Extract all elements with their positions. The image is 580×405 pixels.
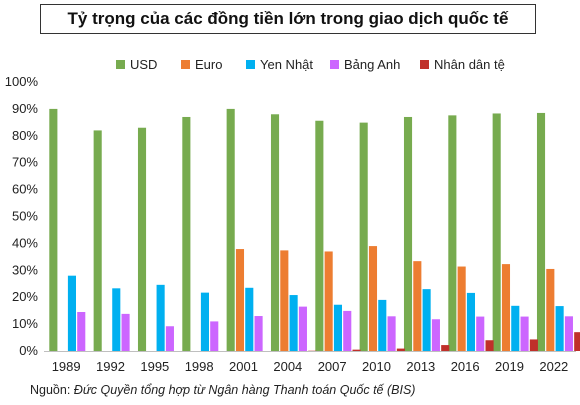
bar-usd-2019: [492, 113, 501, 351]
bar-euro-2013: [413, 261, 422, 351]
y-tick-label: 70%: [12, 155, 38, 170]
y-tick-label: 60%: [12, 182, 38, 197]
source-text: Đức Quyền tổng hợp từ Ngân hàng Thanh to…: [73, 383, 416, 397]
x-tick-label: 1995: [140, 359, 169, 374]
y-tick-label: 90%: [12, 101, 38, 116]
x-tick-label: 2001: [229, 359, 258, 374]
bar-bảng-anh-1998: [210, 321, 219, 351]
bar-euro-2004: [280, 250, 289, 351]
x-tick-label: 1989: [52, 359, 81, 374]
bar-usd-1995: [137, 127, 147, 351]
bar-euro-2022: [546, 268, 555, 351]
x-tick-label: 2019: [495, 359, 524, 374]
x-tick-label: 2022: [539, 359, 568, 374]
bar-bảng-anh-1989: [77, 312, 86, 351]
legend-swatch: [246, 60, 255, 69]
x-tick-label: 2010: [362, 359, 391, 374]
bar-nhân-dân-tệ-2019: [529, 339, 538, 351]
bar-yen-nhật-1992: [112, 288, 121, 351]
x-tick-label: 1992: [96, 359, 125, 374]
legend-label: USD: [130, 57, 157, 72]
y-tick-label: 10%: [12, 316, 38, 331]
y-tick-label: 0%: [19, 343, 38, 358]
bar-yen-nhật-2022: [555, 306, 564, 351]
bar-yen-nhật-2007: [333, 304, 342, 351]
bar-yen-nhật-1995: [156, 284, 165, 351]
legend-swatch: [330, 60, 339, 69]
y-tick-label: 80%: [12, 128, 38, 143]
bar-usd-2010: [359, 122, 368, 352]
bar-bảng-anh-2013: [431, 319, 440, 351]
bar-bảng-anh-1995: [165, 326, 174, 351]
y-tick-label: 30%: [12, 262, 38, 277]
bar-nhân-dân-tệ-2022: [574, 332, 580, 351]
legend-swatch: [116, 60, 125, 69]
bar-yen-nhật-1989: [67, 275, 76, 351]
bar-bảng-anh-2010: [387, 316, 396, 351]
legend-label: Bảng Anh: [344, 57, 400, 72]
bar-euro-2007: [324, 251, 333, 351]
bar-nhân-dân-tệ-2016: [485, 340, 494, 351]
bar-usd-1989: [49, 108, 58, 352]
y-tick-label: 100%: [5, 74, 39, 89]
legend-label: Euro: [195, 57, 222, 72]
bar-bảng-anh-2016: [476, 316, 485, 351]
bar-nhân-dân-tệ-2010: [396, 348, 405, 351]
bar-bảng-anh-1992: [121, 313, 130, 351]
bar-nhân-dân-tệ-2007: [352, 349, 361, 351]
bar-bảng-anh-2019: [520, 316, 529, 351]
legend-swatch: [181, 60, 190, 69]
bar-usd-2001: [226, 108, 235, 352]
legend-label: Yen Nhật: [260, 57, 313, 72]
bar-usd-1992: [93, 130, 102, 351]
x-tick-label: 2013: [406, 359, 435, 374]
y-tick-label: 50%: [12, 209, 38, 224]
y-tick-label: 20%: [12, 289, 38, 304]
source-label: Nguồn:: [30, 383, 71, 397]
x-tick-label: 2004: [273, 359, 302, 374]
bar-yen-nhật-2019: [511, 305, 520, 351]
bar-euro-2016: [457, 266, 466, 351]
bar-euro-2019: [501, 264, 511, 351]
bar-usd-2013: [403, 116, 413, 351]
source-note: Nguồn: Đức Quyền tổng hợp từ Ngân hàng T…: [30, 383, 415, 397]
bar-usd-1998: [182, 116, 191, 351]
bar-bảng-anh-2004: [298, 306, 307, 351]
chart-title: Tỷ trọng của các đồng tiền lớn trong gia…: [40, 4, 536, 34]
bar-bảng-anh-2007: [343, 310, 352, 351]
x-tick-label: 2016: [451, 359, 480, 374]
bar-usd-2007: [315, 120, 324, 352]
bar-yen-nhật-2004: [289, 295, 298, 351]
legend-swatch: [420, 60, 429, 69]
bar-yen-nhật-2016: [466, 292, 475, 351]
bar-yen-nhật-2013: [422, 289, 431, 351]
x-tick-label: 2007: [318, 359, 347, 374]
legend-label: Nhân dân tệ: [434, 57, 505, 72]
bar-usd-2016: [448, 115, 457, 351]
bar-bảng-anh-2001: [254, 316, 263, 351]
y-tick-label: 40%: [12, 235, 38, 250]
bar-yen-nhật-1998: [200, 292, 209, 351]
bar-yen-nhật-2010: [378, 299, 387, 351]
bar-yen-nhật-2001: [245, 287, 254, 351]
bar-euro-2001: [235, 249, 245, 351]
bar-nhân-dân-tệ-2013: [441, 345, 450, 351]
bar-euro-2010: [368, 246, 378, 351]
bar-usd-2022: [536, 112, 546, 351]
bar-usd-2004: [270, 114, 280, 351]
x-tick-label: 1998: [185, 359, 214, 374]
bar-bảng-anh-2022: [564, 316, 573, 351]
